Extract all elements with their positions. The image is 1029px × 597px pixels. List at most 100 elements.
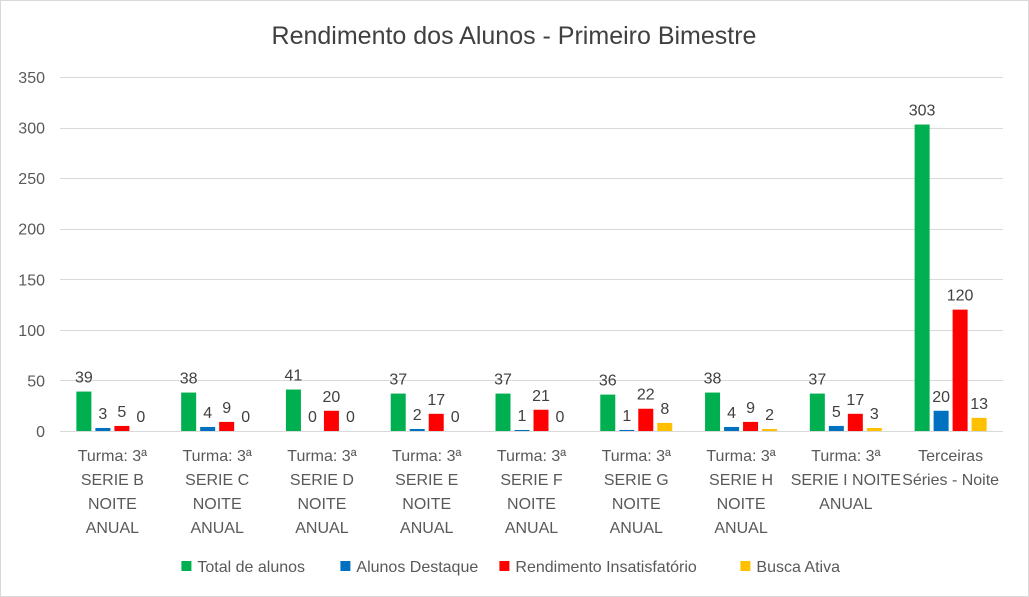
bar xyxy=(638,408,654,431)
bar xyxy=(762,428,778,431)
data-label: 0 xyxy=(308,409,317,426)
category-label: NOITE xyxy=(193,496,242,513)
legend-swatch xyxy=(181,561,192,571)
data-label: 3 xyxy=(98,406,107,423)
data-label: 38 xyxy=(704,371,722,388)
bar xyxy=(809,393,825,431)
bar xyxy=(114,425,130,431)
data-label: 20 xyxy=(323,389,341,406)
category-label: Turma: 3ª xyxy=(78,448,147,465)
data-label: 17 xyxy=(427,392,445,409)
data-label: 0 xyxy=(451,409,460,426)
chart-title: Rendimento dos Alunos - Primeiro Bimestr… xyxy=(272,22,757,50)
bar xyxy=(76,391,92,431)
data-label: 39 xyxy=(75,370,93,387)
category-label: ANUAL xyxy=(505,520,558,537)
category-label: SERIE E xyxy=(395,472,458,489)
bar xyxy=(914,124,930,431)
category-label: Turma: 3ª xyxy=(287,448,356,465)
bar xyxy=(428,413,444,431)
bar xyxy=(619,429,635,431)
data-label: 9 xyxy=(222,400,231,417)
category-label: ANUAL xyxy=(86,520,139,537)
legend-label: Busca Ativa xyxy=(756,559,840,576)
bar xyxy=(390,393,406,431)
bar xyxy=(409,428,425,431)
category-label: SERIE G xyxy=(604,472,669,489)
bar xyxy=(95,427,111,431)
category-label: Turma: 3ª xyxy=(497,448,566,465)
category-label: SERIE I NOITE xyxy=(791,472,901,489)
legend-swatch xyxy=(340,561,351,571)
category-label: NOITE xyxy=(612,496,661,513)
legend-label: Total de alunos xyxy=(197,559,305,576)
data-label: 17 xyxy=(846,392,864,409)
data-label: 0 xyxy=(136,409,145,426)
data-label: 120 xyxy=(947,288,974,305)
data-label: 0 xyxy=(556,409,565,426)
bar xyxy=(828,425,844,431)
data-label: 37 xyxy=(808,372,826,389)
category-label: Terceiras xyxy=(918,448,983,465)
legend-swatch xyxy=(740,561,751,571)
data-label: 0 xyxy=(346,409,355,426)
category-label: Séries - Noite xyxy=(902,472,999,489)
data-label: 4 xyxy=(727,405,736,422)
y-tick-label: 200 xyxy=(18,222,45,239)
bar xyxy=(514,429,530,431)
category-label: NOITE xyxy=(402,496,451,513)
bar xyxy=(847,413,863,431)
bar xyxy=(600,394,616,431)
category-label: SERIE F xyxy=(500,472,562,489)
y-tick-label: 100 xyxy=(18,323,45,340)
category-label: NOITE xyxy=(507,496,556,513)
data-label: 303 xyxy=(909,103,936,120)
category-label: ANUAL xyxy=(819,496,872,513)
data-label: 37 xyxy=(389,372,407,389)
y-tick-label: 150 xyxy=(18,272,45,289)
category-label: ANUAL xyxy=(400,520,453,537)
data-label: 13 xyxy=(970,396,988,413)
bar xyxy=(971,417,987,431)
category-label: Turma: 3ª xyxy=(182,448,251,465)
bar xyxy=(724,426,740,431)
bar xyxy=(533,409,549,431)
data-label: 38 xyxy=(180,371,198,388)
bar xyxy=(323,410,339,431)
category-label: Turma: 3ª xyxy=(706,448,775,465)
data-label: 3 xyxy=(870,406,879,423)
category-label: Turma: 3ª xyxy=(602,448,671,465)
category-label: ANUAL xyxy=(295,520,348,537)
bar-layer xyxy=(76,124,987,431)
bar xyxy=(933,410,949,431)
bar xyxy=(866,427,882,431)
category-label: SERIE B xyxy=(81,472,144,489)
category-axis: Turma: 3ª SERIE B NOITE ANUAL Turma: 3ª SERIE… xyxy=(78,448,999,537)
bar xyxy=(952,309,968,431)
data-label: 9 xyxy=(746,400,755,417)
legend: Total de alunos Alunos Destaque Rendimento… xyxy=(181,559,840,576)
data-label: 5 xyxy=(832,404,841,421)
bar xyxy=(285,389,301,431)
data-label: 2 xyxy=(413,407,422,424)
category-label: SERIE H xyxy=(709,472,773,489)
legend-swatch xyxy=(499,561,510,571)
category-label: Turma: 3ª xyxy=(811,448,880,465)
y-tick-label: 0 xyxy=(36,424,45,441)
category-label: ANUAL xyxy=(610,520,663,537)
legend-label: Alunos Destaque xyxy=(356,559,478,576)
data-label: 8 xyxy=(660,401,669,418)
legend-label: Rendimento Insatisfatório xyxy=(515,559,697,576)
bar xyxy=(200,426,216,431)
data-label: 20 xyxy=(932,389,950,406)
y-tick-label: 300 xyxy=(18,121,45,138)
category-label: NOITE xyxy=(717,496,766,513)
category-label: NOITE xyxy=(88,496,137,513)
data-label: 5 xyxy=(117,404,126,421)
bar xyxy=(657,422,673,431)
category-label: ANUAL xyxy=(190,520,243,537)
